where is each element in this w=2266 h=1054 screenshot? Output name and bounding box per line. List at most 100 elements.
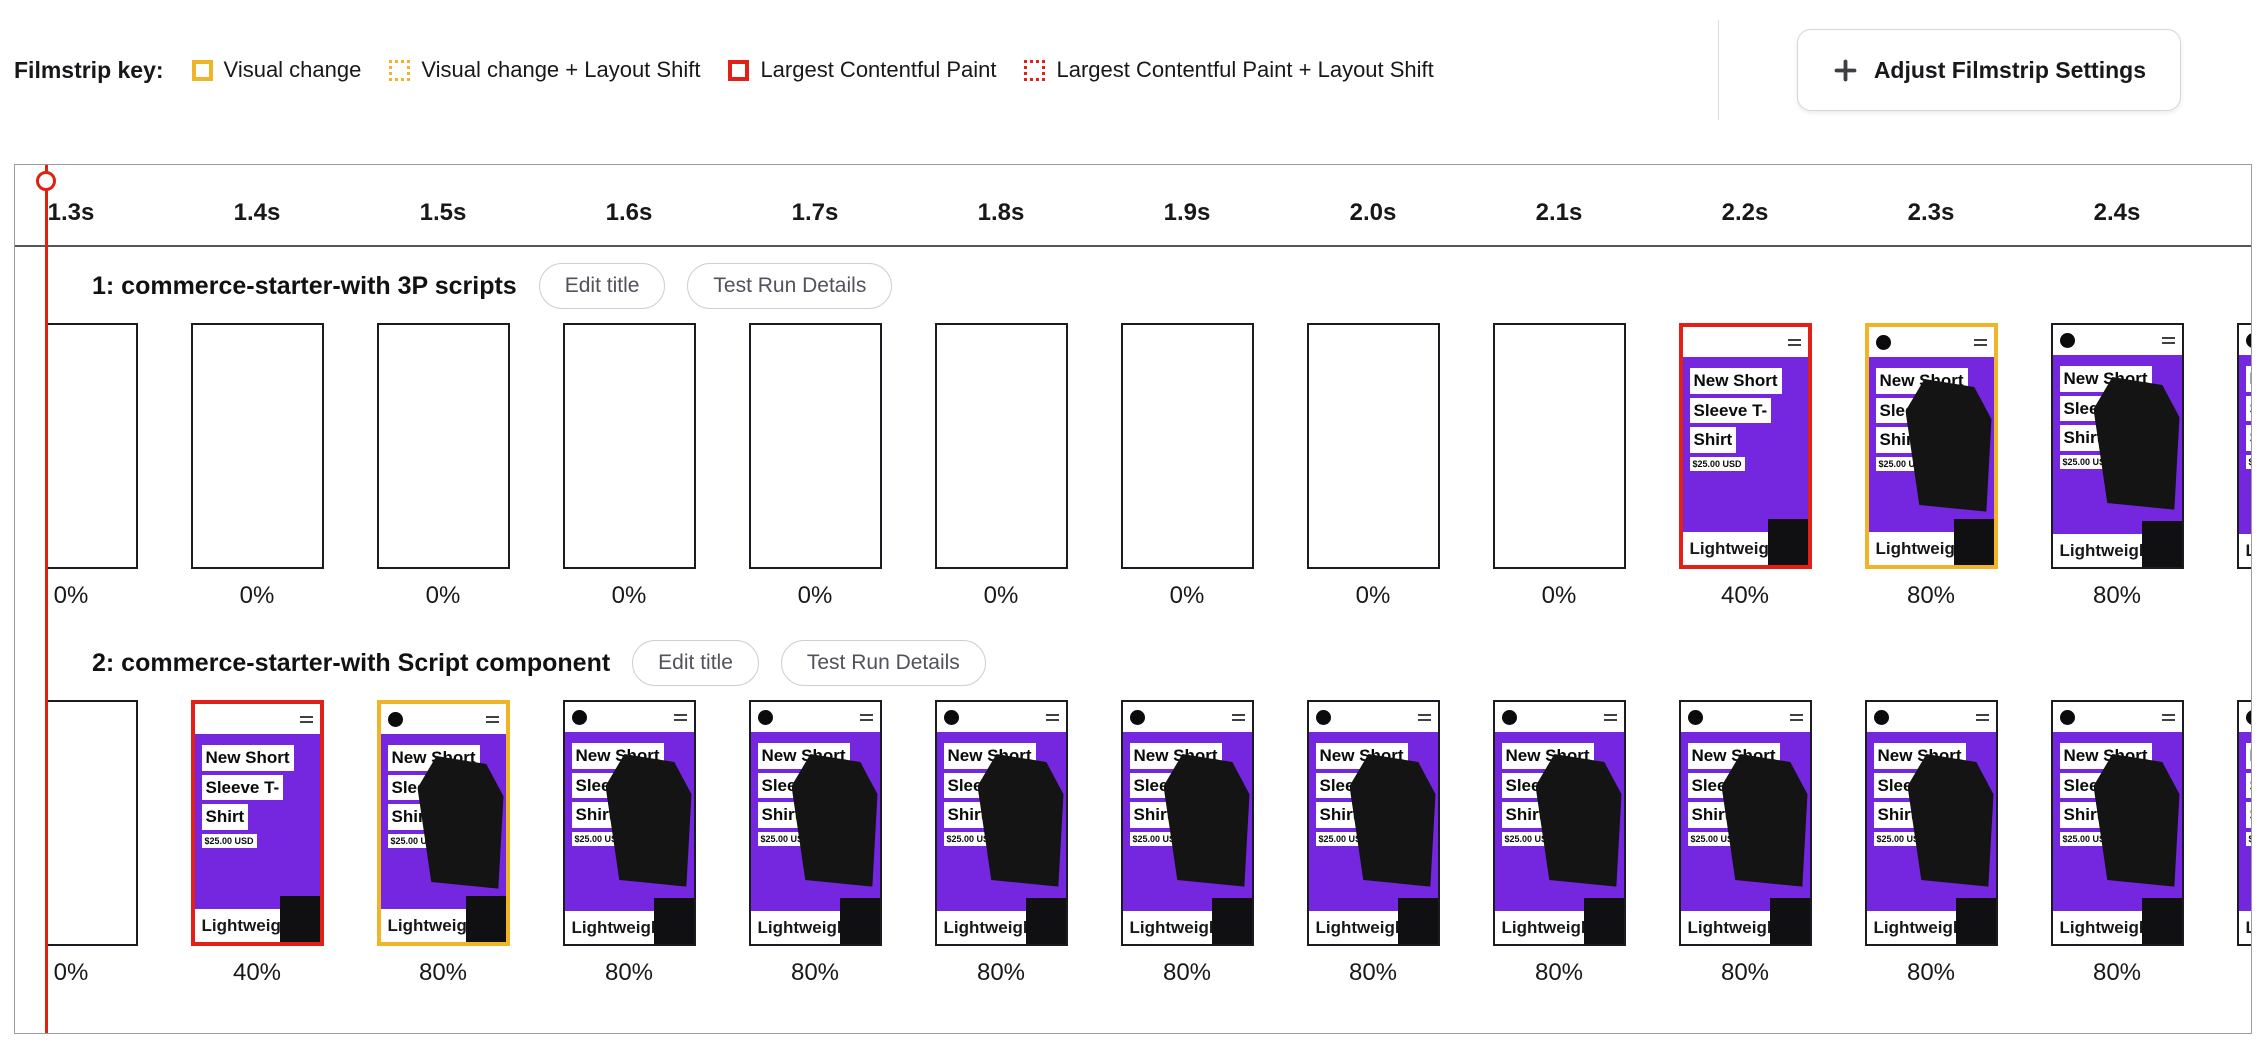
- product-title-line: Sleeve T-: [2245, 395, 2251, 422]
- run-1-title: 1: commerce-starter-with 3P scripts: [92, 271, 517, 300]
- footer-image-box: [1955, 898, 1996, 944]
- filmstrip-frame[interactable]: New Short Sleeve T- Shirt $25.00 USD Lig…: [48, 700, 138, 946]
- product-title-block: New Short Sleeve T- Shirt $25.00 USD: [1689, 368, 1782, 471]
- filmstrip-frame[interactable]: New Short Sleeve T- Shirt $25.00 USD Lig…: [562, 700, 696, 946]
- product-price: $25.00 USD: [2245, 454, 2251, 469]
- filmstrip-frame[interactable]: New Short Sleeve T- Shirt $25.00 USD Lig…: [2050, 323, 2184, 569]
- product-title-line: New Short: [1689, 368, 1782, 394]
- toolbar-divider: [1717, 20, 1719, 120]
- visual-progress-label: 80%: [2092, 959, 2142, 986]
- filmstrip-cell: New Short Sleeve T- Shirt $25.00 USD Lig…: [48, 700, 164, 989]
- footer-image-box: [465, 896, 506, 942]
- footer-product-label: Lightweight: [2059, 917, 2155, 937]
- store-logo-icon: [1501, 709, 1517, 725]
- run-1-header: 1: commerce-starter-with 3P scripts Edit…: [48, 245, 2251, 323]
- filmstrip-frame[interactable]: New Short Sleeve T- Shirt $25.00 USD Lig…: [1864, 700, 1998, 946]
- store-logo-icon: [1315, 709, 1331, 725]
- product-image: [2093, 377, 2180, 510]
- thumb-header: [936, 702, 1066, 732]
- page-thumbnail: New Short Sleeve T- Shirt $25.00 USD Lig…: [380, 704, 506, 942]
- timeline-cursor-handle[interactable]: [36, 171, 56, 191]
- filmstrip-frame[interactable]: New Short Sleeve T- Shirt $25.00 USD Lig…: [190, 323, 324, 569]
- filmstrip-frame[interactable]: New Short Sleeve T- Shirt $25.00 USD Lig…: [1306, 700, 1440, 946]
- visual-progress-label: 0%: [611, 582, 647, 609]
- filmstrip-frame[interactable]: New Short Sleeve T- Shirt $25.00 USD Lig…: [748, 323, 882, 569]
- filmstrip-cell: New Short Sleeve T- Shirt $25.00 USD Lig…: [350, 323, 536, 612]
- visual-progress-label: 80%: [1906, 959, 1956, 986]
- timeline-tick: 1.8s: [977, 199, 1025, 226]
- thumb-header: [194, 704, 320, 734]
- footer-product-label: Lightweight: [201, 915, 297, 935]
- product-title-block: New Short Sleeve T- Shirt $25.00 USD: [1687, 743, 1780, 846]
- visual-progress-label: 0%: [797, 582, 833, 609]
- filmstrip-frame[interactable]: New Short Sleeve T- Shirt $25.00 USD Lig…: [748, 700, 882, 946]
- filmstrip-frame[interactable]: New Short Sleeve T- Shirt $25.00 USD Lig…: [376, 700, 510, 946]
- product-title-line: Sleeve T-: [2245, 772, 2251, 799]
- menu-icon: [1789, 713, 1803, 721]
- filmstrip-frame[interactable]: New Short Sleeve T- Shirt $25.00 USD Lig…: [2050, 700, 2184, 946]
- menu-icon: [485, 715, 499, 723]
- timeline-tick: 1.9s: [1163, 199, 1211, 226]
- legend-swatch-icon: [389, 59, 411, 81]
- filmstrip-frame[interactable]: New Short Sleeve T- Shirt $25.00 USD Lig…: [1120, 323, 1254, 569]
- filmstrip-frame[interactable]: New Short Sleeve T- Shirt $25.00 USD Lig…: [2236, 700, 2251, 946]
- menu-icon: [1417, 713, 1431, 721]
- page-thumbnail: New Short Sleeve T- Shirt $25.00 USD Lig…: [2052, 702, 2182, 944]
- filmstrip-frame[interactable]: New Short Sleeve T- Shirt $25.00 USD Lig…: [1492, 700, 1626, 946]
- timeline-cursor-line: [45, 165, 48, 1033]
- run-2-edit-title-button[interactable]: Edit title: [632, 640, 759, 686]
- filmstrip-frame[interactable]: New Short Sleeve T- Shirt $25.00 USD Lig…: [562, 323, 696, 569]
- run-2-test-run-details-button[interactable]: Test Run Details: [780, 640, 986, 686]
- filmstrip-frame[interactable]: New Short Sleeve T- Shirt $25.00 USD Lig…: [934, 700, 1068, 946]
- product-title-block: New Short Sleeve T- Shirt $25.00 USD: [2245, 366, 2251, 469]
- filmstrip-frame[interactable]: New Short Sleeve T- Shirt $25.00 USD Lig…: [376, 323, 510, 569]
- footer-product-label: Lightweight: [1687, 917, 1783, 937]
- visual-progress-label: 40%: [1720, 582, 1770, 609]
- footer-image-box: [1397, 898, 1438, 944]
- filmstrip-frame[interactable]: New Short Sleeve T- Shirt $25.00 USD Lig…: [48, 323, 138, 569]
- footer-product-label: Lightweight: [757, 917, 853, 937]
- page-thumbnail: New Short Sleeve T- Shirt $25.00 USD Lig…: [1680, 702, 1810, 944]
- product-price: $25.00 USD: [201, 833, 257, 848]
- filmstrip-frame[interactable]: New Short Sleeve T- Shirt $25.00 USD Lig…: [1306, 323, 1440, 569]
- store-logo-icon: [1129, 709, 1145, 725]
- filmstrip-frame[interactable]: New Short Sleeve T- Shirt $25.00 USD Lig…: [934, 323, 1068, 569]
- product-image: [1349, 754, 1436, 887]
- page-thumbnail: New Short Sleeve T- Shirt $25.00 USD Lig…: [1122, 702, 1252, 944]
- menu-icon: [2161, 713, 2175, 721]
- filmstrip-frame[interactable]: New Short Sleeve T- Shirt $25.00 USD Lig…: [190, 700, 324, 946]
- product-title-line: Shirt: [2245, 802, 2251, 828]
- filmstrip-frame[interactable]: New Short Sleeve T- Shirt $25.00 USD Lig…: [2236, 323, 2251, 569]
- filmstrip-frame[interactable]: New Short Sleeve T- Shirt $25.00 USD Lig…: [1120, 700, 1254, 946]
- footer-image-box: [279, 896, 320, 942]
- run-1-edit-title-button[interactable]: Edit title: [538, 263, 666, 309]
- thumb-footer: Lightweight: [2238, 534, 2251, 567]
- page-thumbnail: New Short Sleeve T- Shirt $25.00 USD Lig…: [2238, 325, 2251, 567]
- thumb-header: [1680, 702, 1810, 732]
- thumb-header: [2052, 325, 2182, 355]
- filmstrip-cell: New Short Sleeve T- Shirt $25.00 USD Lig…: [1094, 323, 1280, 612]
- thumb-body: New Short Sleeve T- Shirt $25.00 USD: [1682, 357, 1808, 565]
- menu-icon: [2161, 336, 2175, 344]
- product-price: $25.00 USD: [1689, 456, 1745, 471]
- filmstrip-frame[interactable]: New Short Sleeve T- Shirt $25.00 USD Lig…: [1678, 323, 1812, 569]
- adjust-filmstrip-settings-button[interactable]: Adjust Filmstrip Settings: [1796, 29, 2181, 111]
- product-image: [1721, 754, 1808, 887]
- product-title-line: Sleeve T-: [1689, 397, 1772, 424]
- filmstrip-frame[interactable]: New Short Sleeve T- Shirt $25.00 USD Lig…: [1864, 323, 1998, 569]
- timeline-separator-line: [15, 245, 2251, 247]
- footer-image-box: [1025, 898, 1066, 944]
- timeline-tick: 1.7s: [791, 199, 839, 226]
- filmstrip-cell: New Short Sleeve T- Shirt $25.00 USD Lig…: [2024, 700, 2210, 989]
- filmstrip-frame[interactable]: New Short Sleeve T- Shirt $25.00 USD Lig…: [1678, 700, 1812, 946]
- thumb-body: New Short Sleeve T- Shirt $25.00 USD: [750, 732, 880, 944]
- filmstrip-frame[interactable]: New Short Sleeve T- Shirt $25.00 USD Lig…: [1492, 323, 1626, 569]
- run-1-test-run-details-button[interactable]: Test Run Details: [687, 263, 893, 309]
- footer-product-label: Lightweight: [1501, 917, 1597, 937]
- legend-item-label: Largest Contentful Paint + Layout Shift: [1056, 57, 1434, 82]
- store-logo-icon: [1873, 709, 1889, 725]
- thumb-body: New Short Sleeve T- Shirt $25.00 USD: [1680, 732, 1810, 944]
- thumb-header: [1868, 327, 1994, 357]
- footer-product-label: Lightweight: [1689, 538, 1785, 558]
- product-image: [1535, 754, 1622, 887]
